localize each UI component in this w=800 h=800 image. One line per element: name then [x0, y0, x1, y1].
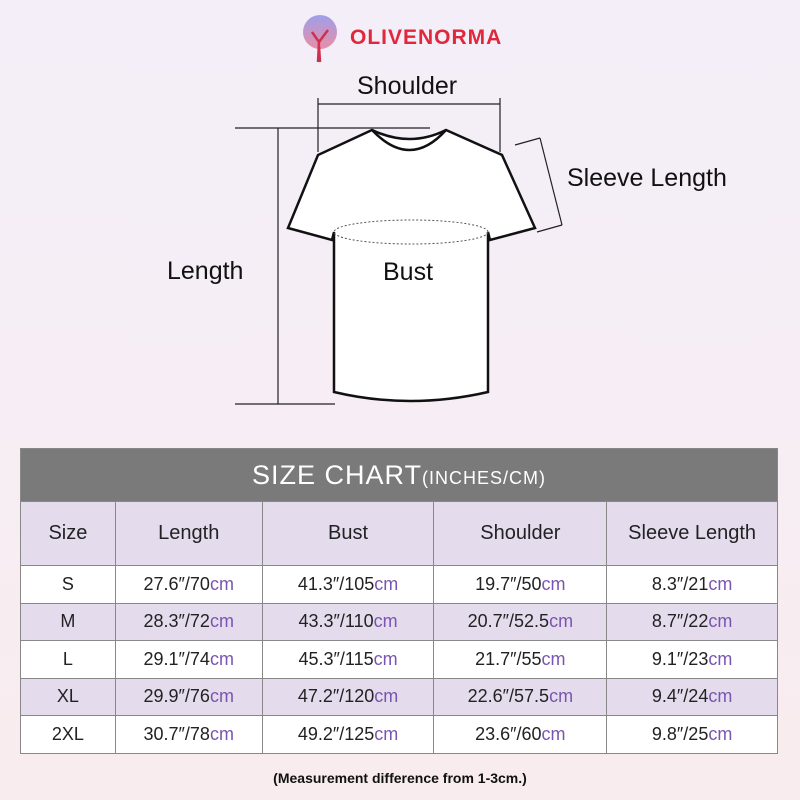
unit-label: cm: [708, 611, 733, 632]
measurement-cell: 22.6″/57.5cm: [433, 677, 608, 716]
measurement-value: 28.3″/72: [143, 611, 210, 632]
measurement-value: 29.1″/74: [143, 648, 210, 669]
measurement-value: 8.3″/21: [651, 573, 709, 594]
measurement-cell: 45.3″/115cm: [261, 640, 435, 679]
measurement-value: 27.6″/70: [143, 573, 210, 594]
unit-label: cm: [541, 723, 566, 744]
measurement-cell: 9.4″/24cm: [606, 677, 778, 716]
measurement-value: 41.3″/105: [297, 573, 375, 594]
unit-label: cm: [373, 611, 398, 632]
measurement-value: 30.7″/78: [143, 723, 210, 744]
measurement-value: 23.6″/60: [475, 723, 542, 744]
table-row: M 28.3″/72cm 43.3″/110cm 20.7″/52.5cm 8.7″/2…: [20, 602, 778, 641]
table-title: SIZE CHART(INCHES/CM): [20, 448, 778, 502]
unit-label: cm: [373, 648, 398, 669]
unit-label: cm: [374, 723, 399, 744]
unit-label: cm: [549, 611, 574, 632]
size-cell: M: [20, 602, 116, 641]
table-row: S 27.6″/70cm 41.3″/105cm 19.7″/50cm 8.3″/21c…: [20, 565, 778, 604]
unit-label: cm: [209, 611, 234, 632]
measurement-cell: 28.3″/72cm: [114, 602, 263, 641]
measurement-value: 21.7″/55: [475, 648, 542, 669]
size-cell: S: [20, 565, 116, 604]
measurement-cell: 9.8″/25cm: [606, 715, 778, 754]
measurement-cell: 19.7″/50cm: [433, 565, 608, 604]
measurement-cell: 29.9″/76cm: [114, 677, 263, 716]
measurement-value: 47.2″/120: [297, 686, 375, 707]
size-cell: L: [20, 640, 116, 679]
measurement-value: 22.6″/57.5: [467, 686, 550, 707]
column-header: Shoulder: [433, 501, 608, 566]
unit-label: cm: [708, 648, 733, 669]
unit-label: cm: [541, 648, 566, 669]
measurement-value: 8.7″/22: [651, 611, 709, 632]
measurement-value: 43.3″/110: [298, 611, 374, 632]
measurement-cell: 23.6″/60cm: [433, 715, 608, 754]
sleeve-length-label: Sleeve Length: [567, 164, 727, 192]
measurement-value: 49.2″/125: [297, 723, 375, 744]
unit-label: cm: [209, 573, 234, 594]
measurement-cell: 30.7″/78cm: [114, 715, 263, 754]
column-header: Size: [20, 501, 116, 566]
table-row: XL 29.9″/76cm 47.2″/120cm 22.6″/57.5cm 9.4″/…: [20, 677, 778, 716]
measurement-cell: 8.7″/22cm: [606, 602, 778, 641]
measurement-note: (Measurement difference from 1-3cm.): [273, 770, 527, 786]
unit-label: cm: [708, 686, 733, 707]
measurement-value: 9.8″/25: [651, 723, 709, 744]
unit-label: cm: [209, 723, 234, 744]
tree-logo-icon: [303, 15, 337, 63]
size-cell: XL: [20, 677, 116, 716]
unit-label: cm: [374, 686, 399, 707]
measurement-value: 19.7″/50: [475, 573, 542, 594]
measurement-cell: 43.3″/110cm: [261, 602, 435, 641]
unit-label: cm: [708, 723, 733, 744]
measurement-value: 20.7″/52.5: [467, 611, 550, 632]
bust-label: Bust: [383, 258, 434, 286]
shoulder-label: Shoulder: [357, 72, 458, 100]
unit-label: cm: [549, 686, 574, 707]
table-row: 2XL 30.7″/78cm 49.2″/125cm 23.6″/60cm 9.8″/2…: [20, 715, 778, 754]
tshirt-diagram: [235, 98, 563, 405]
length-label: Length: [167, 257, 244, 285]
measurement-cell: 20.7″/52.5cm: [433, 602, 608, 641]
measurement-cell: 49.2″/125cm: [261, 715, 435, 754]
size-chart-table: SIZE CHART(INCHES/CM) Size Length Bust Shou…: [20, 448, 778, 754]
unit-label: cm: [209, 648, 234, 669]
unit-label: cm: [374, 573, 399, 594]
measurement-cell: 29.1″/74cm: [114, 640, 263, 679]
measurement-cell: 21.7″/55cm: [433, 640, 608, 679]
measurement-value: 45.3″/115: [298, 648, 374, 669]
measurement-value: 9.4″/24: [651, 686, 709, 707]
brand-name: OLIVENORMA: [350, 26, 503, 49]
size-cell: 2XL: [20, 715, 116, 754]
unit-label: cm: [209, 686, 234, 707]
measurement-cell: 47.2″/120cm: [261, 677, 435, 716]
table-row: L 29.1″/74cm 45.3″/115cm 21.7″/55cm 9.1″/23c…: [20, 640, 778, 679]
measurement-cell: 8.3″/21cm: [606, 565, 778, 604]
column-header: Bust: [261, 501, 435, 566]
measurement-value: 9.1″/23: [651, 648, 709, 669]
measurement-value: 29.9″/76: [143, 686, 210, 707]
measurement-cell: 41.3″/105cm: [261, 565, 435, 604]
measurement-cell: 9.1″/23cm: [606, 640, 778, 679]
column-header: Sleeve Length: [606, 501, 778, 566]
measurement-cell: 27.6″/70cm: [114, 565, 263, 604]
unit-label: cm: [541, 573, 566, 594]
unit-label: cm: [708, 573, 733, 594]
column-header: Length: [114, 501, 263, 566]
brand-logo: OLIVENORMA: [298, 12, 502, 64]
